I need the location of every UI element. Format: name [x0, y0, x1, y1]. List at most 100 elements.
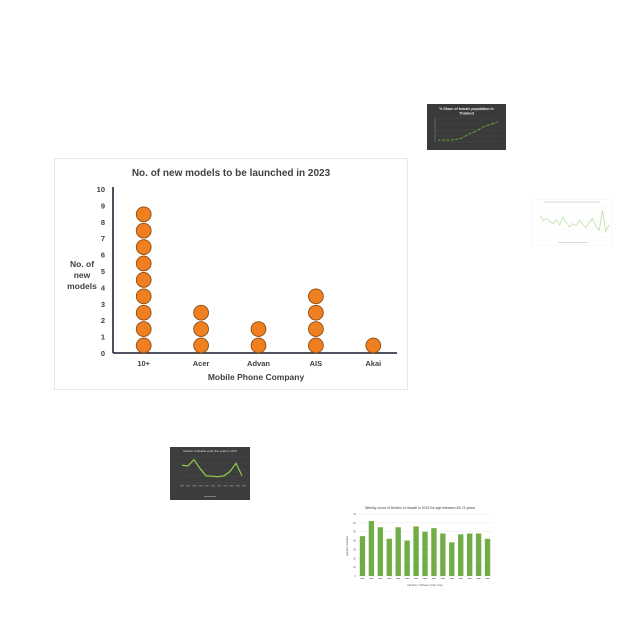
bar	[440, 533, 446, 576]
x-tick-placeholder	[476, 578, 481, 579]
y-tick-label: 0	[101, 349, 105, 358]
bar	[431, 528, 437, 576]
data-point	[469, 132, 471, 135]
x-tick-label: AIS	[310, 359, 323, 368]
x-tick-label: 10+	[137, 359, 150, 368]
dot-marker	[135, 206, 152, 223]
dot-marker	[135, 222, 152, 239]
x-tick-placeholder	[423, 578, 427, 579]
y-tick-label: 70	[353, 512, 356, 516]
x-tick-placeholder	[414, 578, 419, 579]
x-tick-placeholder	[204, 485, 209, 487]
x-tick-label: Acer	[193, 359, 210, 368]
data-point	[483, 126, 485, 128]
bar	[466, 533, 473, 576]
data-point	[438, 139, 440, 141]
y-tick-label: 20	[353, 556, 356, 560]
data-point	[456, 138, 458, 140]
dot-marker	[135, 304, 152, 321]
y-tick-label: 2	[101, 316, 105, 325]
dot-marker	[135, 239, 152, 255]
x-tick-placeholder	[198, 485, 203, 487]
y-tick-label: 7	[101, 234, 105, 243]
thumbnail-light-line-chart	[531, 198, 613, 247]
dot-marker	[365, 337, 382, 354]
x-tick-placeholder	[360, 578, 365, 579]
x-tick-placeholder	[180, 485, 184, 487]
chart-title: % Share of female population in Thailand	[439, 107, 494, 116]
dot-marker	[135, 337, 152, 354]
dot-plot-svg: No. of new models to be launched in 2023…	[67, 168, 397, 382]
data-point	[496, 121, 498, 123]
bar	[458, 534, 464, 576]
x-axis-label: Mobile Phone Company	[208, 372, 305, 382]
dot-marker	[193, 321, 209, 337]
female-population-svg: % Share of female population in Thailand	[427, 104, 506, 150]
bar	[475, 533, 482, 576]
chart-title: No. of new models to be launched in 2023	[132, 168, 331, 179]
data-point	[465, 135, 467, 137]
x-tick-placeholder	[405, 578, 410, 579]
y-tick-label: 3	[101, 300, 105, 309]
x-tick-placeholder	[387, 578, 392, 579]
dot-marker	[308, 304, 324, 321]
y-tick-label: 4	[101, 283, 106, 292]
y-tick-label: 30	[353, 547, 356, 551]
bar	[449, 542, 455, 576]
y-tick-label: 40	[353, 539, 356, 543]
thumbnail-female-population-chart: % Share of female population in Thailand	[427, 104, 506, 150]
x-tick-placeholder	[369, 578, 374, 579]
y-tick-label: 8	[101, 218, 105, 227]
dot-marker	[135, 272, 152, 288]
x-tick-placeholder	[378, 578, 383, 579]
series-line	[181, 458, 243, 478]
x-tick-placeholder	[223, 485, 228, 487]
bar	[413, 526, 419, 576]
bar	[377, 527, 384, 576]
x-tick-placeholder	[211, 485, 215, 487]
chart-background	[531, 198, 613, 247]
x-tick-placeholder	[186, 485, 191, 487]
y-tick-label: 50	[353, 530, 356, 534]
chart-title: Number of Deaths under five years in 197…	[183, 449, 237, 453]
y-tick-label: 1	[101, 333, 105, 342]
chart-background	[344, 502, 496, 592]
x-axis-label-placeholder	[558, 242, 588, 243]
y-axis-label: No. of new models	[67, 259, 97, 291]
x-tick-placeholder	[431, 578, 436, 579]
x-tick-label: Akai	[365, 359, 381, 368]
bar	[386, 538, 392, 576]
bar	[422, 531, 428, 576]
bar	[368, 521, 375, 576]
x-tick-placeholder	[467, 578, 472, 579]
bar	[395, 527, 401, 576]
series-line	[539, 210, 610, 233]
chart-background	[170, 447, 250, 500]
deaths-1970-svg: Number of Deaths under five years in 197…	[170, 447, 250, 500]
bar	[484, 538, 491, 576]
x-tick-placeholder	[449, 578, 454, 579]
x-tick-placeholder	[440, 578, 445, 579]
y-tick-label: 5	[101, 267, 105, 276]
data-point	[474, 131, 476, 133]
thumbnail-hawaii-deaths-chart: Weekly count of Deaths in Hawaii in 2015…	[344, 502, 496, 592]
dot-marker	[193, 304, 209, 321]
data-point	[442, 139, 445, 141]
y-tick-label: 0	[355, 574, 357, 578]
dot-plot-chart: No. of new models to be launched in 2023…	[54, 158, 408, 390]
dot-marker	[135, 288, 152, 305]
y-tick-label: 9	[101, 201, 105, 210]
y-tick-label: 10	[353, 565, 356, 569]
y-tick-label: 60	[353, 521, 356, 525]
x-tick-placeholder	[217, 485, 222, 487]
dot-marker	[135, 255, 152, 272]
thumbnail-deaths-1970-chart: Number of Deaths under five years in 197…	[170, 447, 250, 500]
data-point	[491, 123, 494, 125]
x-tick-placeholder	[229, 485, 234, 487]
dot-marker	[193, 337, 209, 354]
x-tick-placeholder	[458, 578, 463, 579]
dot-marker	[250, 321, 267, 337]
data-point	[487, 124, 489, 126]
chart-title: Weekly count of Deaths in Hawaii in 2015…	[365, 506, 475, 510]
bar	[359, 536, 366, 576]
